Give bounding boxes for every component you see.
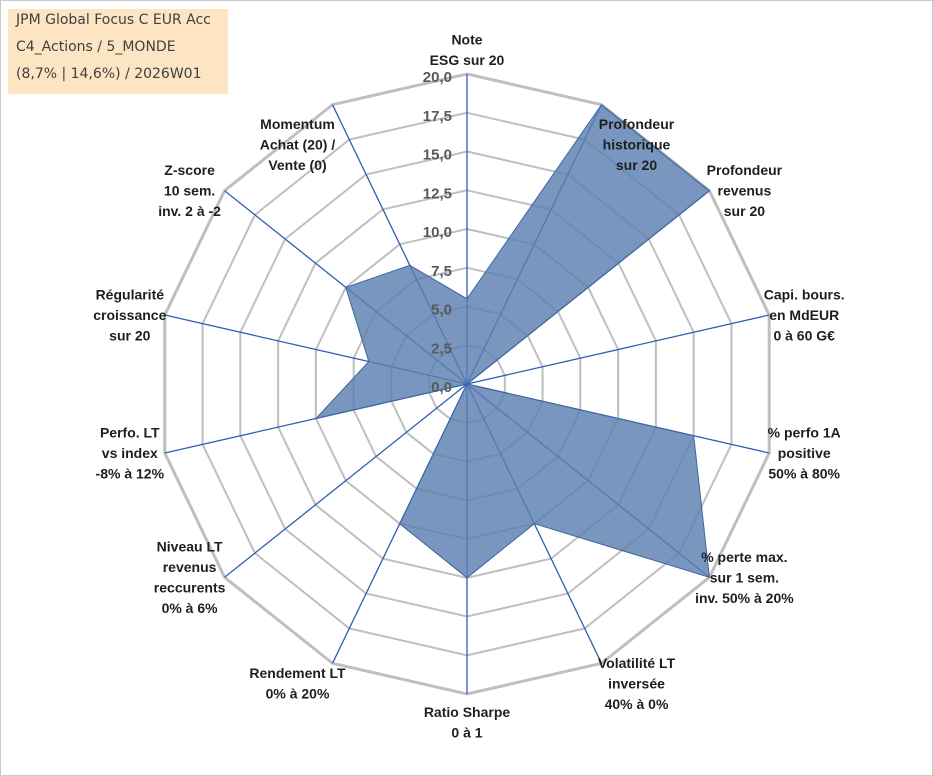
r-tick-label: 2,5 (431, 340, 452, 357)
axis-label: Momentum Achat (20) / Vente (0) (260, 116, 336, 173)
r-tick-label: 10,0 (423, 224, 452, 241)
r-tick-label: 20,0 (423, 69, 452, 86)
axis-label: % perte max. sur 1 sem. inv. 50% à 20% (695, 549, 794, 606)
r-tick-label: 17,5 (423, 108, 452, 125)
axis-label: Perfo. LT vs index -8% à 12% (96, 425, 165, 482)
fund-name: JPM Global Focus C EUR Acc (16, 12, 211, 28)
r-tick-label: 0,0 (431, 379, 452, 396)
axis-spoke (224, 383, 468, 578)
axis-label: Z-score 10 sem. inv. 2 à -2 (158, 162, 221, 219)
r-tick-label: 7,5 (431, 263, 452, 280)
axis-label: Profondeur historique sur 20 (599, 116, 675, 173)
axis-label: Niveau LT revenus reccurents 0% à 6% (154, 539, 226, 617)
r-tick-label: 15,0 (423, 147, 452, 164)
axis-label: % perfo 1A positive 50% à 80% (768, 425, 841, 482)
series-area (314, 103, 711, 579)
axis-label: Note ESG sur 20 (430, 32, 505, 69)
fund-category: C4_Actions / 5_MONDE (16, 39, 176, 55)
fund-stats-week: (8,7% | 14,6%) / 2026W01 (16, 66, 202, 82)
fund-title-box: JPM Global Focus C EUR Acc C4_Actions / … (8, 9, 228, 94)
axis-label: Rendement LT 0% à 20% (249, 665, 346, 702)
r-tick-label: 12,5 (423, 185, 452, 202)
axis-spoke (466, 314, 770, 385)
axis-label: Capi. bours. en MdEUR 0 à 60 G€ (764, 287, 845, 344)
axis-label: Régularité croissance sur 20 (93, 287, 166, 344)
axis-label: Volatilité LT inversée 40% à 0% (598, 655, 676, 712)
r-tick-label: 5,0 (431, 302, 452, 319)
axis-label: Ratio Sharpe 0 à 1 (424, 704, 511, 741)
axis-label: Profondeur revenus sur 20 (707, 162, 783, 219)
